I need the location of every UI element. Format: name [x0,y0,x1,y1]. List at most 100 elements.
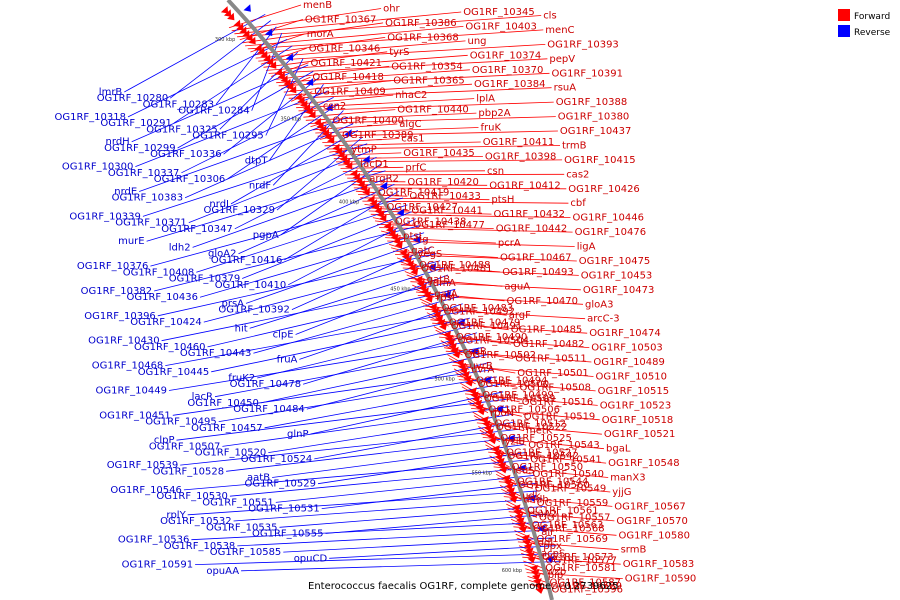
reverse-gene-label[interactable]: ldh2 [169,242,191,253]
forward-gene-arrow[interactable] [379,214,387,222]
reverse-gene-label[interactable]: OG1RF_10318 [55,112,127,123]
forward-gene-arrow[interactable] [420,287,429,295]
forward-gene-label[interactable]: OG1RF_10570 [616,516,688,527]
forward-gene-label[interactable]: OG1RF_10527 [506,448,577,459]
reverse-gene-label[interactable]: lmrB [99,87,123,98]
reverse-gene-arrow[interactable] [457,318,466,327]
forward-gene-arrow[interactable] [357,180,365,188]
forward-gene-label[interactable]: OG1RF_10421 [311,58,383,69]
forward-gene-arrow[interactable] [224,9,232,17]
reverse-gene-label[interactable]: OG1RF_10306 [154,174,226,185]
forward-gene-label[interactable]: ddl [538,538,553,549]
forward-gene-arrow[interactable] [456,358,465,367]
forward-gene-label[interactable]: OG1RF_10560 [518,480,590,491]
forward-gene-arrow[interactable] [406,260,414,268]
reverse-gene-label[interactable]: OG1RF_10396 [84,311,156,322]
forward-gene-arrow[interactable] [308,110,316,119]
forward-gene-arrow[interactable] [444,334,453,343]
forward-gene-arrow[interactable] [465,379,474,387]
forward-gene-arrow[interactable] [513,508,522,516]
forward-gene-arrow[interactable] [496,457,505,465]
forward-gene-label[interactable]: OG1RF_10403 [465,21,537,32]
forward-gene-arrow[interactable] [390,233,399,241]
reverse-gene-arrow[interactable] [495,405,504,413]
forward-gene-label[interactable]: OG1RF_10479 [449,318,521,329]
forward-gene-arrow[interactable] [533,578,542,586]
forward-gene-label[interactable]: OG1RF_10438 [395,217,467,228]
forward-gene-label[interactable]: tig [416,235,429,246]
forward-gene-label[interactable]: OG1RF_10590 [625,574,697,585]
forward-gene-label[interactable]: ligA [577,242,596,253]
forward-gene-arrow[interactable] [274,68,283,76]
forward-gene-label[interactable]: acpS [541,549,565,560]
forward-gene-label[interactable]: OG1RF_10549 [535,484,607,495]
forward-gene-label[interactable]: ptsH [491,195,514,206]
forward-gene-arrow[interactable] [470,391,479,399]
reverse-gene-label[interactable]: dtpT [245,155,269,166]
reverse-gene-label[interactable]: OG1RF_10484 [233,404,305,415]
reverse-gene-arrow[interactable] [545,555,555,563]
forward-gene-label[interactable]: OG1RF_10432 [494,209,566,220]
forward-gene-arrow[interactable] [327,136,335,144]
forward-gene-arrow[interactable] [383,221,392,230]
forward-gene-label[interactable]: ppx [543,541,562,552]
forward-gene-label[interactable]: OG1RF_10502 [465,350,537,361]
forward-gene-label[interactable]: OG1RF_10400 [333,116,405,127]
reverse-gene-label[interactable]: OG1RF_10538 [164,541,236,552]
forward-gene-label[interactable]: cls [543,11,557,22]
forward-gene-label[interactable]: OG1RF_10470 [507,296,579,307]
forward-gene-arrow[interactable] [459,367,468,375]
forward-gene-label[interactable]: OG1RF_10542 [508,451,580,462]
forward-gene-label[interactable]: OG1RF_10580 [619,530,691,541]
reverse-gene-label[interactable]: OG1RF_10337 [108,168,180,179]
forward-gene-label[interactable]: OG1RF_10398 [485,151,557,162]
forward-gene-label[interactable]: OG1RF_10503 [591,343,663,354]
forward-gene-label[interactable]: OG1RF_10389 [342,130,414,141]
reverse-gene-label[interactable]: OG1RF_10376 [77,261,149,272]
forward-gene-arrow[interactable] [521,534,530,542]
forward-gene-label[interactable]: OG1RF_10483 [442,303,514,314]
reverse-gene-label[interactable]: OG1RF_10468 [92,361,164,372]
forward-gene-arrow[interactable] [425,295,433,303]
forward-gene-label[interactable]: rpsI [436,292,455,303]
forward-gene-label[interactable]: cspB [463,347,487,358]
forward-gene-label[interactable]: OG1RF_10354 [391,61,463,72]
reverse-gene-arrow[interactable] [412,235,421,244]
forward-gene-label[interactable]: OG1RF_10442 [496,224,568,235]
forward-gene-arrow[interactable] [286,82,294,90]
reverse-gene-label[interactable]: OG1RF_10424 [130,317,202,328]
forward-gene-label[interactable]: gloA3 [585,299,613,310]
forward-gene-arrow[interactable] [385,225,394,234]
forward-gene-arrow[interactable] [473,399,483,407]
reverse-gene-label[interactable]: OG1RF_10555 [252,529,324,540]
forward-gene-arrow[interactable] [277,71,285,80]
forward-gene-arrow[interactable] [395,240,403,249]
forward-gene-label[interactable]: OG1RF_10391 [552,68,624,79]
forward-gene-arrow[interactable] [263,54,271,62]
forward-gene-label[interactable]: OG1RF_10418 [312,72,384,83]
forward-gene-arrow[interactable] [497,462,507,470]
forward-gene-arrow[interactable] [359,184,368,192]
forward-gene-arrow[interactable] [516,517,525,525]
forward-gene-label[interactable]: OG1RF_10519 [524,411,596,422]
forward-gene-arrow[interactable] [257,47,265,55]
reverse-gene-label[interactable]: OG1RF_10383 [112,193,184,204]
reverse-gene-label[interactable]: OG1RF_10300 [62,162,134,173]
reverse-gene-label[interactable]: OG1RF_10451 [99,410,171,421]
reverse-gene-label[interactable]: OG1RF_10520 [195,448,267,459]
forward-gene-arrow[interactable] [512,504,521,512]
forward-gene-label[interactable]: OG1RF_10493 [502,267,574,278]
forward-gene-arrow[interactable] [227,12,235,21]
forward-gene-label[interactable]: lplA [476,94,495,105]
forward-gene-label[interactable]: OG1RF_10506 [489,404,561,415]
reverse-gene-label[interactable]: OG1RF_10430 [88,336,160,347]
reverse-gene-arrow[interactable] [517,464,527,472]
forward-gene-arrow[interactable] [509,495,518,503]
reverse-gene-label[interactable]: fruK2 [228,373,255,384]
forward-gene-label[interactable]: OG1RF_10419 [378,188,450,199]
forward-gene-arrow[interactable] [418,283,427,291]
reverse-gene-arrow[interactable] [285,53,294,61]
forward-gene-label[interactable]: pbp2A [478,108,510,119]
forward-gene-label[interactable]: OG1RF_10494 [476,375,548,386]
forward-gene-arrow[interactable] [414,275,423,283]
